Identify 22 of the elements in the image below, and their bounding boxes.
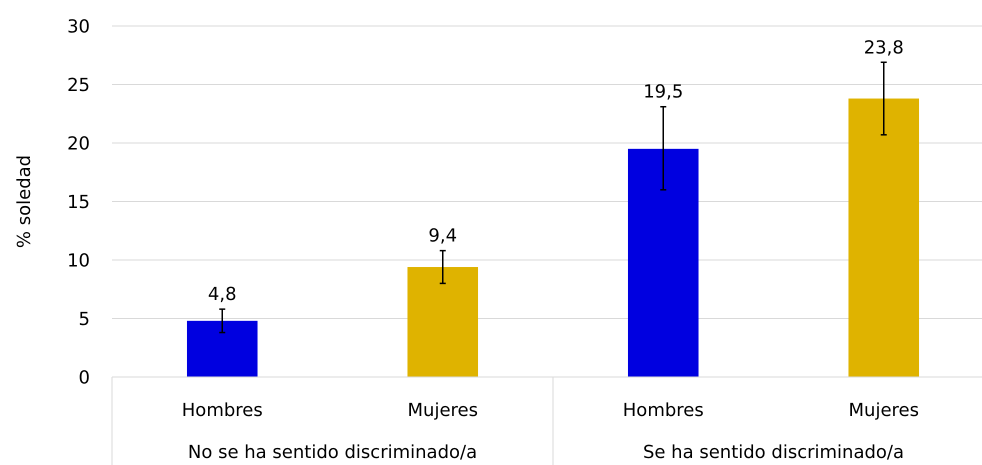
x-tick-label: Mujeres: [848, 400, 919, 421]
bar: [848, 98, 920, 377]
y-tick-label: 15: [67, 192, 90, 213]
y-tick-label: 25: [67, 74, 90, 96]
data-label: 4,8: [208, 284, 237, 306]
x-tick-label: Mujeres: [408, 400, 478, 421]
data-label: 9,4: [428, 226, 458, 247]
y-axis-title: % soledad: [14, 154, 35, 248]
text: Se ha sentido discriminado/a: [642, 442, 904, 463]
x-tick-label: Hombres: [182, 400, 263, 421]
x-tick-label: Hombres: [622, 400, 704, 421]
bar: [407, 267, 478, 377]
data-label: 23,8: [864, 37, 904, 58]
bar: [628, 148, 699, 377]
y-tick-label: 20: [67, 133, 90, 154]
text: No se ha sentido discriminado/a: [188, 442, 478, 463]
y-tick-label: 30: [67, 16, 90, 38]
data-label: 19,5: [643, 82, 684, 103]
y-tick-label: 5: [78, 308, 90, 330]
bar: [186, 320, 258, 377]
y-tick-label: 10: [67, 250, 90, 272]
y-tick-label: 0: [78, 367, 90, 388]
